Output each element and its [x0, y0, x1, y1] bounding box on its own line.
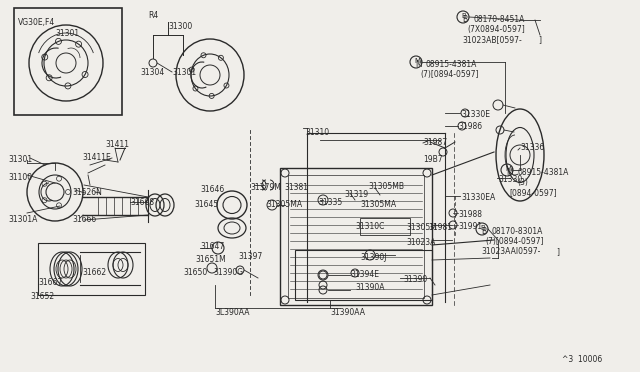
Text: 31381: 31381: [284, 183, 308, 192]
Text: 31300: 31300: [168, 22, 192, 31]
Text: 31304: 31304: [140, 68, 164, 77]
Text: 31650: 31650: [183, 268, 207, 277]
Text: 31330E: 31330E: [461, 110, 490, 119]
Text: 31390A: 31390A: [355, 283, 385, 292]
Text: 31319: 31319: [344, 190, 368, 199]
Text: 31336: 31336: [520, 143, 544, 152]
Text: 19B7: 19B7: [423, 155, 443, 164]
Text: 31310: 31310: [305, 128, 329, 137]
Text: 31305MB: 31305MB: [368, 182, 404, 191]
Text: 3L390AA: 3L390AA: [215, 308, 250, 317]
Text: 31390: 31390: [403, 275, 428, 284]
Text: 31379M: 31379M: [250, 183, 281, 192]
Text: 31645: 31645: [194, 200, 218, 209]
Bar: [288, 175, 424, 298]
Bar: [14, 8, 122, 115]
Text: 31310C: 31310C: [355, 222, 385, 231]
Text: 31647: 31647: [200, 242, 224, 251]
Text: 31988: 31988: [458, 210, 482, 219]
Text: 31390G: 31390G: [213, 268, 243, 277]
Text: M: M: [506, 168, 513, 177]
Text: 31526N: 31526N: [72, 188, 102, 197]
Text: 31301A: 31301A: [8, 215, 37, 224]
Text: 31390AA: 31390AA: [330, 308, 365, 317]
Text: 08915-4381A: 08915-4381A: [426, 60, 477, 69]
Text: 31411: 31411: [105, 140, 129, 149]
Text: 08170-8301A: 08170-8301A: [492, 227, 543, 236]
Text: (3): (3): [517, 178, 528, 187]
Text: ^3  10006: ^3 10006: [562, 355, 602, 364]
Text: 08915-4381A: 08915-4381A: [517, 168, 568, 177]
Text: 31330EA: 31330EA: [461, 193, 495, 202]
Text: B: B: [462, 15, 467, 24]
Bar: [280, 168, 432, 305]
Text: 31991: 31991: [458, 222, 482, 231]
Bar: [38, 243, 145, 295]
Text: 31305M: 31305M: [406, 223, 437, 232]
Text: 31667: 31667: [38, 278, 62, 287]
Text: R4: R4: [148, 11, 158, 20]
Text: 31301: 31301: [8, 155, 32, 164]
Text: ]: ]: [538, 35, 541, 44]
Text: 31397: 31397: [238, 252, 262, 261]
Text: VG30E,F4: VG30E,F4: [18, 18, 55, 27]
Text: 31986: 31986: [458, 122, 482, 131]
Text: 31100: 31100: [8, 173, 32, 182]
Bar: [360, 218, 410, 235]
Text: 31411E: 31411E: [82, 153, 111, 162]
Text: 31023AB[0597-: 31023AB[0597-: [462, 35, 522, 44]
Text: 31023A: 31023A: [406, 238, 435, 247]
Text: 31023AAl0597-: 31023AAl0597-: [481, 247, 540, 256]
Text: 31651M: 31651M: [195, 255, 226, 264]
Text: M: M: [505, 166, 511, 172]
Text: 31335: 31335: [318, 198, 342, 207]
Text: 31987: 31987: [423, 138, 447, 147]
Text: (7)[0894-0597]: (7)[0894-0597]: [420, 70, 479, 79]
Text: (7)[0894-0597]: (7)[0894-0597]: [485, 237, 543, 246]
Text: M: M: [415, 60, 422, 69]
Bar: [295, 250, 432, 300]
Text: B: B: [481, 227, 486, 236]
Text: 31305MA: 31305MA: [360, 200, 396, 209]
Text: 31394E: 31394E: [350, 270, 379, 279]
Text: 31666: 31666: [72, 215, 96, 224]
Text: 31301: 31301: [172, 68, 196, 77]
Text: 31668: 31668: [130, 198, 154, 207]
Text: 31646: 31646: [200, 185, 224, 194]
Text: 31305MA: 31305MA: [266, 200, 302, 209]
Text: M: M: [414, 58, 420, 64]
Text: 31301: 31301: [55, 29, 79, 38]
Text: 31330: 31330: [498, 175, 522, 184]
Text: B: B: [480, 225, 484, 231]
Text: ]: ]: [556, 247, 559, 256]
Text: 31981: 31981: [428, 223, 452, 232]
Text: 31652: 31652: [30, 292, 54, 301]
Text: 31390J: 31390J: [360, 253, 387, 262]
Text: 31662: 31662: [82, 268, 106, 277]
Text: (7X0894-0597]: (7X0894-0597]: [467, 25, 525, 34]
Text: 08170-8451A: 08170-8451A: [473, 15, 524, 24]
Text: B: B: [461, 13, 466, 19]
Text: [0894-0597]: [0894-0597]: [509, 188, 557, 197]
